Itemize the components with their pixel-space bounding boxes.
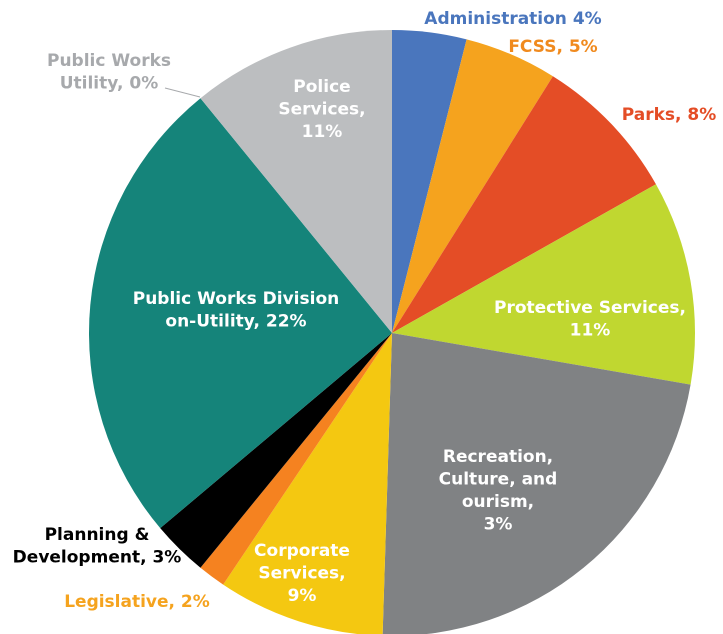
slice-label-protective-services-11: Protective Services, 11% [494, 298, 686, 341]
slice-parks [392, 76, 656, 333]
pie-slices [89, 30, 696, 634]
slice-corporate-services [223, 333, 392, 634]
slice-recreation [382, 333, 691, 634]
slice-label-administration-4: Administration 4% [424, 9, 601, 29]
slice-police-services [200, 30, 392, 333]
slice-label-fcss-5: FCSS, 5% [508, 37, 597, 57]
slice-label-police-services-11: Police Services, 11% [278, 77, 365, 142]
slice-protective-services [392, 184, 696, 385]
slice-label-legislative-2: Legislative, 2% [64, 592, 210, 612]
slice-label-parks-8: Parks, 8% [622, 105, 717, 125]
slice-public-works-division-non-utility [89, 98, 393, 529]
slice-label-planning-development-3: Planning & Development, 3% [13, 525, 182, 568]
slice-label-public-works-division-non-utility-22: Public Works Division on-Utility, 22% [133, 289, 340, 332]
slice-planning-development [160, 333, 392, 568]
slice-label-corporate-services-9: Corporate Services, 9% [254, 541, 350, 606]
slice-administration [392, 30, 467, 333]
slice-label-recreation-culture-and-tourism-23: Recreation, Culture, and ourism, 3% [439, 447, 558, 535]
slice-fcss [392, 39, 553, 333]
leader-line-public-works-utility [164, 87, 201, 98]
slice-labels: Administration 4% FCSS, 5% Parks, 8% Protec… [13, 9, 717, 612]
slice-label-public-works-utility-0: Public Works Utility, 0% [47, 51, 171, 94]
slice-legislative [200, 333, 392, 585]
